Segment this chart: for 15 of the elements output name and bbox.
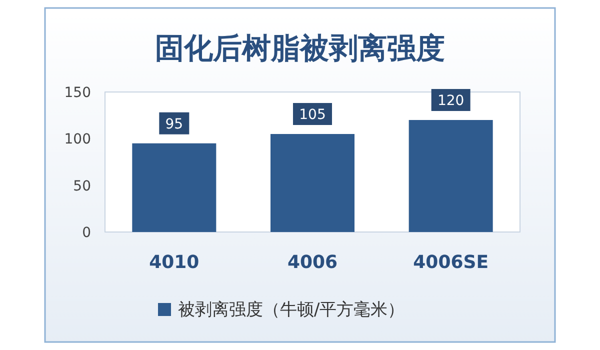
y-tick-label: 150 <box>64 85 91 101</box>
y-tick-label: 100 <box>64 132 91 148</box>
data-label: 95 <box>165 116 184 132</box>
y-tick-label: 50 <box>73 178 91 194</box>
bar <box>270 134 354 232</box>
x-tick-label: 4010 <box>149 252 200 273</box>
x-tick-label: 4006SE <box>413 252 489 273</box>
bar <box>132 143 216 232</box>
bar <box>408 120 493 232</box>
data-label: 105 <box>299 107 326 123</box>
y-tick-label: 0 <box>82 225 91 241</box>
chart-title: 固化后树脂被剥离强度 <box>155 31 445 65</box>
legend-label: 被剥离强度（牛顿/平方毫米） <box>178 300 405 320</box>
x-tick-label: 4006 <box>287 252 338 273</box>
data-label: 120 <box>437 93 464 109</box>
